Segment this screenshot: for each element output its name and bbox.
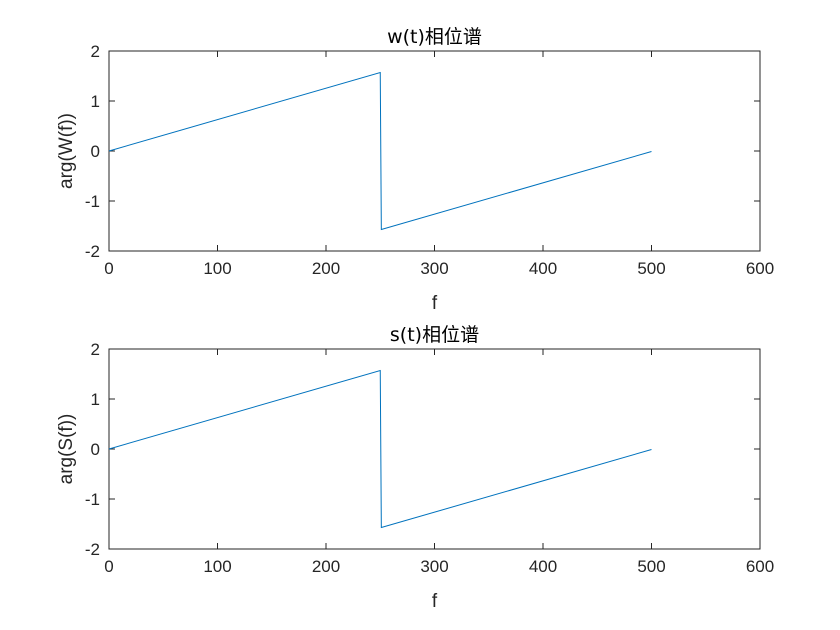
bottom-y-tick-label: 0 [91, 440, 100, 459]
bottom-y-tick-label: 1 [91, 390, 100, 409]
top-chart-title: w(t)相位谱 [387, 26, 482, 48]
top-x-axis-label: f [432, 293, 438, 314]
bottom-x-tick-label: 300 [420, 557, 448, 576]
top-y-tick-label: -1 [85, 192, 100, 211]
top-x-tick-label: 200 [312, 259, 340, 278]
bottom-axes: s(t)相位谱 f arg(S(f)) 0 100 200 300 400 500 600 -… [56, 324, 774, 612]
top-x-tick-label: 100 [203, 259, 231, 278]
bottom-y-tick-label: -2 [85, 540, 100, 559]
bottom-y-tick-label: 2 [91, 340, 100, 359]
top-series-group [108, 71, 652, 231]
top-y-tick-label: 0 [91, 142, 100, 161]
top-x-tick-label: 300 [420, 259, 448, 278]
top-series-line [108, 71, 652, 231]
top-y-axis-label: arg(W(f)) [56, 113, 77, 189]
top-y-tick-label: -2 [85, 242, 100, 261]
top-x-tick-label: 400 [529, 259, 557, 278]
bottom-series-line [108, 369, 652, 529]
top-ticks: 0 100 200 300 400 500 600 -2 -1 0 1 2 [85, 42, 774, 278]
bottom-y-tick-label: -1 [85, 490, 100, 509]
bottom-x-tick-label: 200 [312, 557, 340, 576]
bottom-y-axis-label: arg(S(f)) [56, 414, 77, 485]
bottom-x-axis-label: f [432, 591, 438, 612]
bottom-plot-area [108, 348, 761, 550]
bottom-x-tick-label: 100 [203, 557, 231, 576]
top-x-tick-label: 600 [746, 259, 774, 278]
top-plot-area [108, 50, 761, 252]
bottom-series-group [108, 369, 652, 529]
bottom-ticks: 0 100 200 300 400 500 600 -2 -1 0 1 2 [85, 340, 774, 576]
bottom-x-tick-label: 600 [746, 557, 774, 576]
bottom-chart-title: s(t)相位谱 [390, 324, 479, 346]
top-axes: w(t)相位谱 f arg(W(f)) 0 100 200 300 400 500 600 -… [56, 26, 774, 314]
bottom-x-tick-label: 0 [104, 557, 113, 576]
bottom-x-tick-label: 500 [637, 557, 665, 576]
top-x-tick-label: 500 [637, 259, 665, 278]
bottom-x-tick-label: 400 [529, 557, 557, 576]
top-x-tick-label: 0 [104, 259, 113, 278]
top-y-tick-label: 1 [91, 92, 100, 111]
top-y-tick-label: 2 [91, 42, 100, 61]
